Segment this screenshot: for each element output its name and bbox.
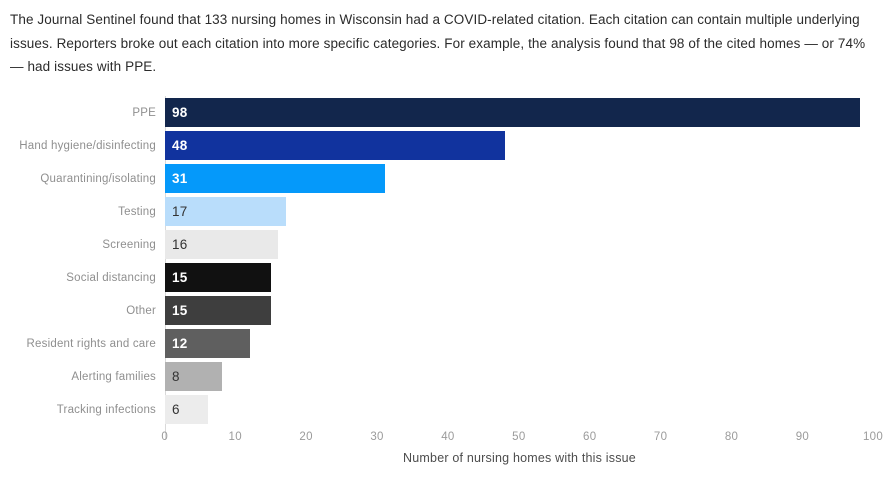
x-axis: 0 10 20 30 40 50 60 70 80 90 100 [161, 426, 882, 447]
category-label: Screening [102, 238, 156, 251]
chart-row: PPE 98 [10, 96, 874, 129]
x-tick-label: 80 [724, 431, 739, 444]
x-tick-label: 40 [441, 431, 455, 444]
chart-row: Testing 17 [10, 195, 874, 228]
bar-track: 6 [165, 395, 874, 425]
intro-text: The Journal Sentinel found that 133 nurs… [10, 12, 866, 75]
chart-row: Hand hygiene/disinfecting 48 [10, 129, 874, 162]
chart-row: Resident rights and care 12 [10, 327, 874, 360]
x-tick-label: 100 [862, 431, 884, 444]
x-tick-label: 60 [583, 431, 597, 444]
x-tick-label: 90 [795, 431, 810, 444]
chart-row: Screening 16 [10, 228, 874, 261]
bar-track: 12 [165, 329, 874, 359]
x-tick-label: 30 [370, 431, 384, 444]
x-tick-label: 0 [161, 431, 169, 444]
category-label: Social distancing [66, 271, 156, 284]
chart-row: Tracking infections 6 [10, 393, 874, 426]
chart-row: Alerting families 8 [10, 360, 874, 393]
bar: 31 [165, 164, 385, 194]
bar-track: 98 [165, 98, 874, 128]
bar-rows: PPE 98 Hand hygiene/disinfecting 48 Quaranti… [10, 96, 874, 426]
bar: 17 [165, 197, 286, 227]
chart-row: Quarantining/isolating 31 [10, 162, 874, 195]
x-tick-label: 50 [512, 431, 526, 444]
category-label: PPE [132, 106, 156, 119]
bar-track: 16 [165, 230, 874, 260]
bar: 8 [165, 362, 222, 392]
value-label: 98 [172, 105, 188, 121]
bar-track: 15 [165, 296, 874, 326]
bar-track: 8 [165, 362, 874, 392]
value-label: 31 [172, 171, 188, 187]
value-label: 48 [172, 138, 188, 154]
value-label: 17 [172, 204, 188, 220]
bar-track: 17 [165, 197, 874, 227]
chart-row: Social distancing 15 [10, 261, 874, 294]
bar: 98 [165, 98, 860, 128]
value-label: 16 [172, 237, 188, 253]
value-label: 15 [172, 303, 188, 319]
category-label: Alerting families [71, 370, 156, 383]
value-label: 15 [172, 270, 188, 286]
x-tick-label: 20 [299, 431, 313, 444]
category-label: Tracking infections [56, 403, 156, 416]
category-label: Resident rights and care [26, 337, 156, 350]
value-label: 8 [172, 369, 180, 385]
bar-chart: PPE 98 Hand hygiene/disinfecting 48 Quaranti… [10, 96, 883, 466]
x-tick-label: 10 [228, 431, 242, 444]
value-label: 6 [172, 402, 180, 418]
x-tick-label: 70 [653, 431, 668, 444]
category-label: Quarantining/isolating [40, 172, 156, 185]
category-label: Other [126, 304, 156, 317]
bar: 15 [165, 263, 272, 293]
bar-track: 15 [165, 263, 874, 293]
value-label: 12 [172, 336, 188, 352]
bar: 12 [165, 329, 251, 359]
category-label: Hand hygiene/disinfecting [19, 139, 156, 152]
bar: 15 [165, 296, 272, 326]
bar: 16 [165, 230, 279, 260]
chart-row: Other 15 [10, 294, 874, 327]
bar: 6 [165, 395, 208, 425]
bar-track: 31 [165, 164, 874, 194]
category-label: Testing [118, 205, 156, 218]
bar-track: 48 [165, 131, 874, 161]
bar: 48 [165, 131, 506, 161]
x-axis-title: Number of nursing homes with this issue [403, 451, 636, 466]
